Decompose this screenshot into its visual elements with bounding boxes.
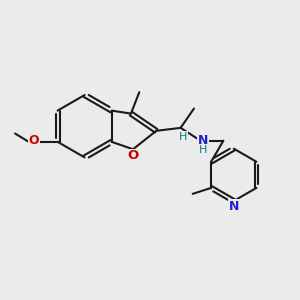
Text: O: O bbox=[28, 134, 39, 147]
Text: O: O bbox=[128, 149, 139, 162]
Text: H: H bbox=[179, 132, 187, 142]
Text: H: H bbox=[199, 145, 207, 154]
Text: N: N bbox=[229, 200, 239, 213]
Text: N: N bbox=[198, 134, 208, 147]
